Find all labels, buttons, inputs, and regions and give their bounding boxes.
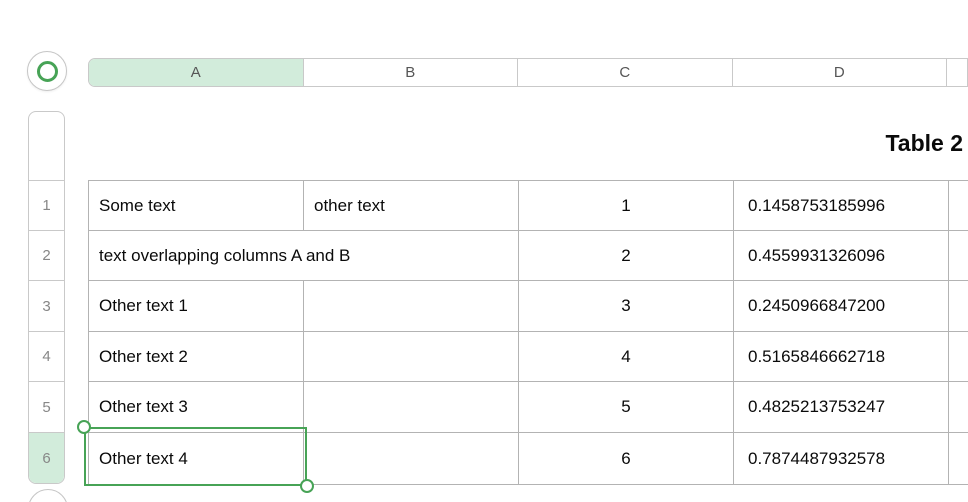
cell-d6[interactable]: 0.7874487932578 <box>733 433 948 485</box>
column-header-b[interactable]: B <box>304 59 519 86</box>
cell-e6[interactable] <box>948 433 968 485</box>
table-select-handle[interactable] <box>27 51 67 91</box>
cell-d5[interactable]: 0.4825213753247 <box>733 382 948 433</box>
cell-c6[interactable]: 6 <box>518 433 733 485</box>
cell-e4[interactable] <box>948 332 968 382</box>
column-header-a[interactable]: A <box>89 59 304 86</box>
table-row-6: Other text 4 6 0.7874487932578 <box>88 433 968 485</box>
table-row-2: text overlapping columns A and B 2 0.455… <box>88 231 968 281</box>
cell-c5[interactable]: 5 <box>518 382 733 433</box>
table-title[interactable]: Table 2 <box>885 130 963 156</box>
cell-d2[interactable]: 0.4559931326096 <box>733 231 948 281</box>
cell-c1[interactable]: 1 <box>518 181 733 231</box>
cell-e2[interactable] <box>948 231 968 281</box>
cell-b3[interactable] <box>303 281 518 332</box>
cell-e5[interactable] <box>948 382 968 433</box>
cell-b5[interactable] <box>303 382 518 433</box>
add-row-handle[interactable] <box>28 489 68 502</box>
cell-b4[interactable] <box>303 332 518 382</box>
cell-a3[interactable]: Other text 1 <box>88 281 303 332</box>
cell-b6[interactable] <box>303 433 518 485</box>
column-header-d[interactable]: D <box>733 59 948 86</box>
cell-c4[interactable]: 4 <box>518 332 733 382</box>
cell-b1[interactable]: other text <box>303 181 518 231</box>
cell-d1[interactable]: 0.1458753185996 <box>733 181 948 231</box>
table-handle-ring-icon <box>36 60 58 82</box>
row-header-4[interactable]: 4 <box>29 332 64 382</box>
table-row-3: Other text 1 3 0.2450966847200 <box>88 281 968 332</box>
column-header-bar: A B C D <box>88 58 968 87</box>
cell-c3[interactable]: 3 <box>518 281 733 332</box>
column-header-c[interactable]: C <box>518 59 733 86</box>
row-header-2[interactable]: 2 <box>29 231 64 281</box>
cell-a2-overflowing[interactable]: text overlapping columns A and B <box>88 231 518 281</box>
table-grid: Some text other text 1 0.1458753185996 t… <box>88 180 968 485</box>
cell-a4[interactable]: Other text 2 <box>88 332 303 382</box>
row-header-3[interactable]: 3 <box>29 281 64 332</box>
cell-c2[interactable]: 2 <box>518 231 733 281</box>
cell-d3[interactable]: 0.2450966847200 <box>733 281 948 332</box>
column-header-e-partial[interactable] <box>947 59 967 86</box>
cell-a6-selected[interactable]: Other text 4 <box>88 433 303 485</box>
row-header-1[interactable]: 1 <box>29 181 64 231</box>
table-row-5: Other text 3 5 0.4825213753247 <box>88 382 968 433</box>
cell-d4[interactable]: 0.5165846662718 <box>733 332 948 382</box>
cell-e3[interactable] <box>948 281 968 332</box>
cell-e1[interactable] <box>948 181 968 231</box>
row-header-6-selected[interactable]: 6 <box>29 433 64 483</box>
selection-handle-top-left[interactable] <box>77 420 91 434</box>
table-row-4: Other text 2 4 0.5165846662718 <box>88 332 968 382</box>
table-row-1: Some text other text 1 0.1458753185996 <box>88 181 968 231</box>
selection-handle-bottom-right[interactable] <box>300 479 314 493</box>
cell-a5[interactable]: Other text 3 <box>88 382 303 433</box>
row-header-bar: 1 2 3 4 5 6 <box>28 111 65 484</box>
row-header-spacer <box>29 112 64 181</box>
cell-a1[interactable]: Some text <box>88 181 303 231</box>
row-header-5[interactable]: 5 <box>29 382 64 433</box>
